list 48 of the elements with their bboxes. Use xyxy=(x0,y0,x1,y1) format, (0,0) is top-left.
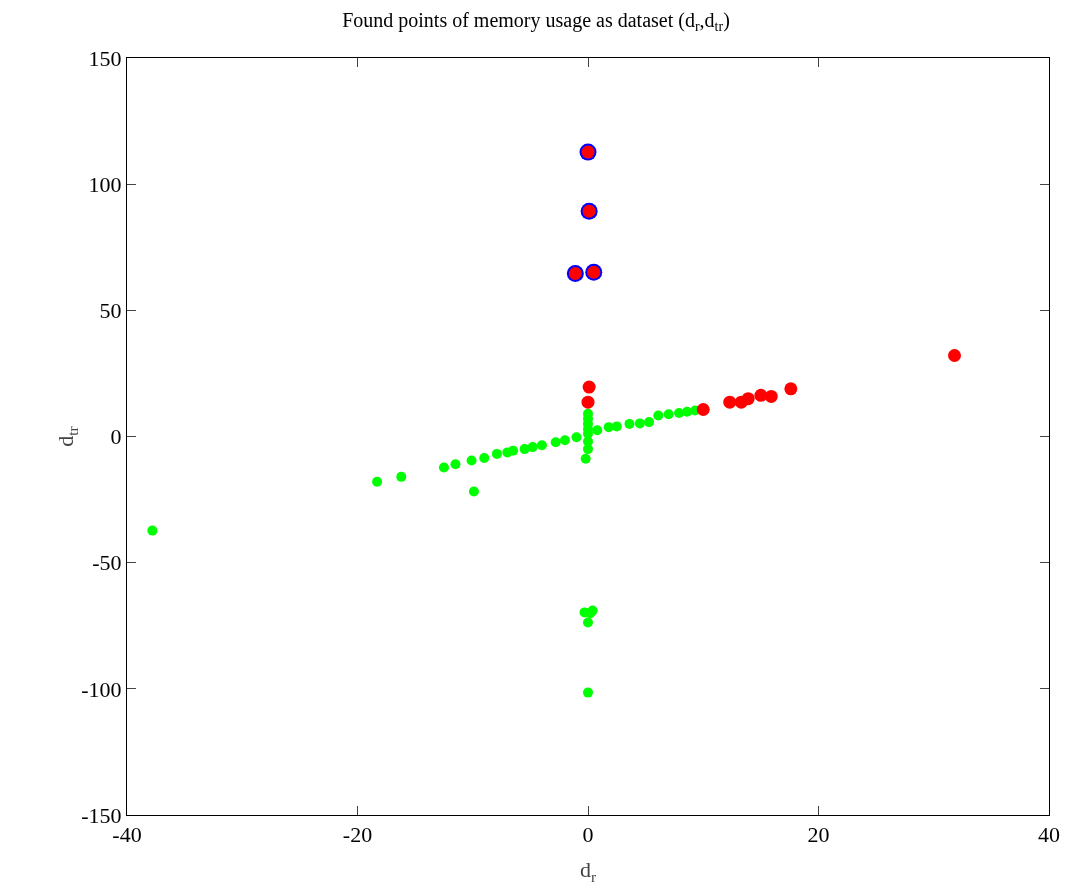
point xyxy=(696,403,710,416)
point xyxy=(583,687,593,698)
point xyxy=(653,410,664,421)
point xyxy=(644,417,655,428)
y-tick-label: 0 xyxy=(110,424,122,450)
point xyxy=(784,382,798,396)
point xyxy=(372,476,383,487)
point xyxy=(536,440,547,451)
y-tick-label: 100 xyxy=(88,171,122,197)
point xyxy=(580,453,591,464)
point xyxy=(527,442,538,453)
point xyxy=(634,418,645,429)
point xyxy=(519,444,530,455)
chart-title: Found points of memory usage as dataset (d$_{r}$,d$_{tr}$) xyxy=(342,9,730,35)
point xyxy=(948,349,961,362)
point xyxy=(611,421,622,432)
point xyxy=(438,462,449,473)
point xyxy=(491,448,502,459)
point xyxy=(479,452,490,463)
point xyxy=(741,392,755,406)
point xyxy=(583,617,593,628)
point xyxy=(764,389,778,403)
x-tick-label: 40 xyxy=(1038,822,1060,848)
point xyxy=(582,380,596,394)
y-tick-label: -100 xyxy=(81,676,122,702)
point xyxy=(571,432,582,443)
point xyxy=(466,455,477,466)
x-tick-label: 0 xyxy=(582,822,594,848)
point xyxy=(147,525,158,536)
point xyxy=(502,447,513,458)
point xyxy=(396,471,407,482)
y-tick-label: -50 xyxy=(92,550,122,576)
point xyxy=(663,409,674,420)
point xyxy=(682,406,693,417)
point xyxy=(624,418,635,429)
y-tick-label: 150 xyxy=(88,45,122,71)
x-tick-label: -20 xyxy=(342,822,373,848)
x-tick-label: 20 xyxy=(807,822,830,848)
x-axis-title: d$_{r}$ xyxy=(579,857,597,885)
point xyxy=(550,437,561,448)
point xyxy=(450,459,461,470)
point xyxy=(583,436,593,447)
point xyxy=(592,425,603,436)
point xyxy=(723,395,737,409)
point xyxy=(559,435,570,446)
y-tick-label: 50 xyxy=(99,298,122,324)
point xyxy=(468,486,479,497)
point xyxy=(581,395,595,409)
